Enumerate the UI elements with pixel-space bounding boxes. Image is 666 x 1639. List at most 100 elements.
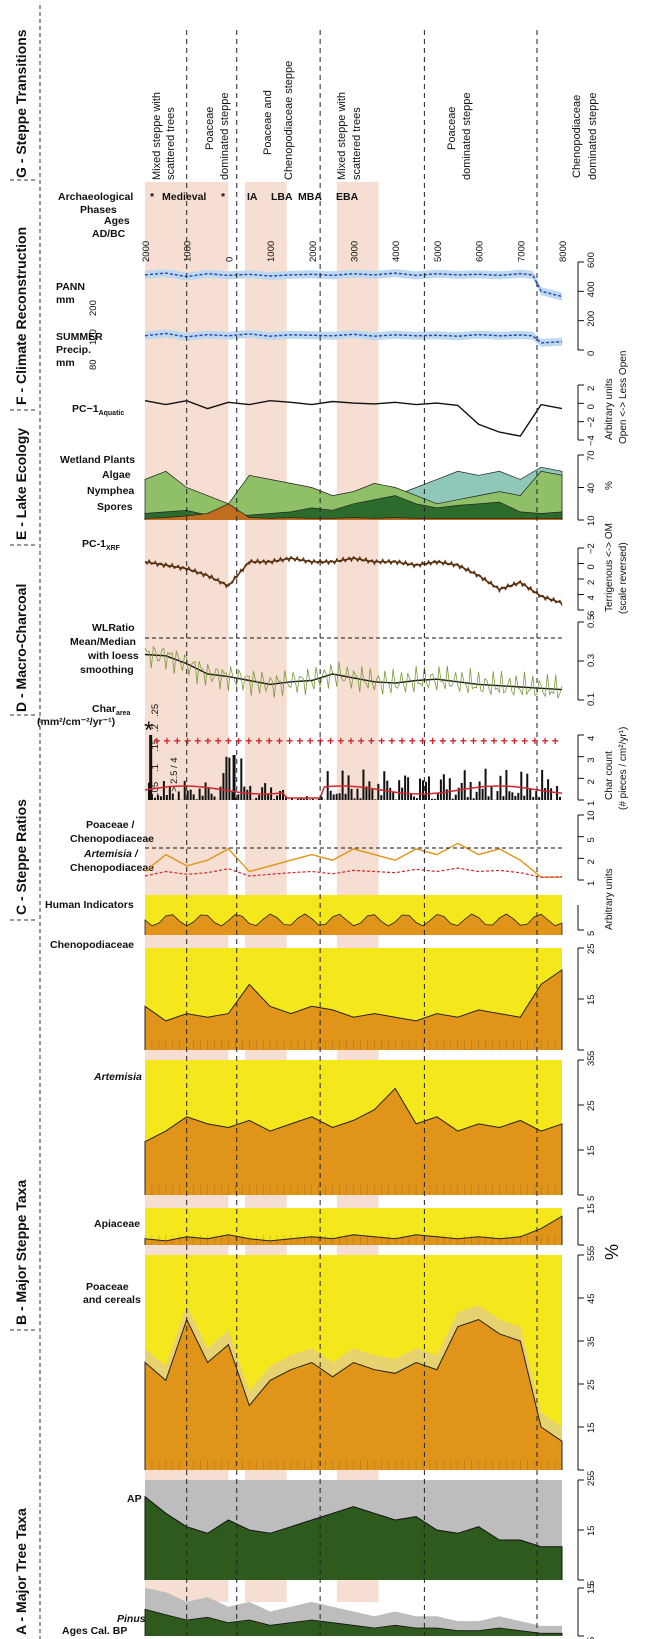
charcoal-bar [162, 781, 165, 800]
label-pc1-aquatic: PC−1Aquatic [72, 403, 124, 417]
charcoal-bar [442, 774, 445, 800]
charcoal-bar [165, 795, 168, 800]
charcoal-date-marker: + [347, 734, 354, 748]
phase-label: MBA [298, 191, 322, 203]
cheno-tick-label: 25 [586, 943, 597, 954]
charcoal-date-marker: + [235, 734, 242, 748]
charcoal-bar [344, 793, 347, 800]
ages-adbc-tick: 3000 [350, 241, 361, 262]
pinus-tick-label: 15 [586, 1583, 597, 1594]
charcoal-date-marker: + [450, 734, 457, 748]
label-wlratio-3: with loess [87, 650, 139, 662]
charcoal-bar [457, 787, 460, 800]
charcoal-bar [279, 791, 282, 800]
label-algae: Algae [102, 469, 131, 481]
ages-adbc-tick: 0 [224, 257, 235, 262]
charcoal-bar [517, 792, 520, 800]
charcoal-date-marker: + [327, 734, 334, 748]
wl-tick-label: 0.1 [586, 693, 597, 706]
charcoal-bar [276, 795, 279, 800]
charcoal-date-marker: + [368, 734, 375, 748]
charcount-unit-2: (# pieces / cm²/yr¹) [618, 727, 629, 810]
phase-label: Medieval [162, 191, 206, 203]
steppe-percent: % [602, 1244, 622, 1260]
label-summer-2: Precip. [56, 344, 91, 356]
charcoal-bar [535, 791, 538, 800]
climate-tick-label: 200 [586, 311, 597, 327]
label-ap: AP [127, 1493, 142, 1505]
charcoal-bar [228, 757, 231, 800]
charcoal-bar [374, 799, 377, 800]
charcoal-bar [427, 776, 430, 800]
label-char-area-unit: (mm²/cm⁻²/yr⁻¹) [37, 716, 115, 728]
poaceae-tick-label: 55 [586, 1250, 597, 1261]
char-area-tick: .25 [150, 704, 161, 717]
charcoal-bar [484, 768, 487, 800]
charcoal-bar [237, 794, 240, 800]
summer-tick: 80 [88, 359, 99, 370]
charcount-tick-label: 1 [586, 801, 597, 806]
charcoal-date-marker: + [399, 734, 406, 748]
charcoal-bar [413, 796, 416, 800]
charcoal-bar [463, 770, 466, 800]
charcoal-date-marker: + [531, 734, 538, 748]
charcoal-bar [404, 775, 407, 800]
charcoal-bar [436, 793, 439, 800]
charcoal-bar [332, 794, 335, 800]
charcoal-date-marker: + [153, 734, 160, 748]
label-summer-unit: mm [56, 357, 75, 369]
char-area-tick: .1 [150, 764, 161, 772]
charcoal-bar [478, 781, 481, 800]
charcoal-bar [347, 775, 350, 800]
lake-tick-label: 10 [586, 515, 597, 526]
panels: ++++++++++++++++++++++++++++++++++++++++ [144, 269, 563, 1636]
charcoal-bar [359, 798, 362, 800]
charcoal-bar [282, 789, 285, 800]
poaceae-tick-label: 35 [586, 1336, 597, 1347]
charcoal-bar [559, 796, 562, 800]
transition-3-line2: Chenopodiaceae steppe [283, 61, 295, 180]
charcoal-bar [481, 788, 484, 800]
label-summer-1: SUMMER [56, 331, 103, 343]
charcoal-bar [407, 777, 410, 800]
cheno-tick-label: 5 [586, 1051, 597, 1056]
label-pann-unit: mm [56, 294, 75, 306]
label-apiaceae: Apiaceae [94, 1218, 140, 1230]
char-asterisk: * [144, 717, 153, 744]
artemisia-tick-label: 25 [586, 1100, 597, 1111]
artemisia-tick-label: 35 [586, 1055, 597, 1066]
label-char-area: Chararea [92, 703, 130, 717]
transition-5-line2: dominated steppe [461, 93, 473, 180]
ages-adbc-title-1: Ages [104, 215, 130, 227]
charcoal-bar [389, 787, 392, 800]
climate-band-pann [145, 269, 562, 301]
lake-tick-label: 70 [586, 450, 597, 461]
charcoal-bar [505, 769, 508, 800]
charcoal-bar [240, 758, 243, 800]
charcoal-bar [451, 798, 454, 800]
ratio-tick-label: 1 [586, 881, 597, 886]
charcoal-date-marker: + [164, 734, 171, 748]
charcoal-bar [433, 798, 436, 800]
charcoal-bar [392, 792, 395, 800]
label-wetland: Wetland Plants [60, 454, 135, 466]
charcoal-date-marker: + [204, 734, 211, 748]
charcoal-bar [487, 796, 490, 800]
phase-label: * [150, 191, 155, 203]
charcoal-bar [149, 735, 153, 800]
xrf-unit-1: Terrigenous <-> OM [604, 523, 615, 612]
charcoal-date-marker: + [276, 734, 283, 748]
charcoal-date-marker: + [225, 734, 232, 748]
charcoal-bar [207, 787, 210, 800]
charcoal-bar [326, 771, 329, 800]
label-human: Human Indicators [45, 899, 134, 911]
charcoal-bar [416, 798, 419, 800]
wlratio-raw-line [144, 645, 563, 699]
charcoal-date-marker: + [439, 734, 446, 748]
charcoal-bar [335, 793, 338, 800]
poaceae-tick-label: 5 [586, 1471, 597, 1476]
climate-band-summer-precip- [145, 329, 562, 347]
charcoal-bar [168, 785, 171, 800]
charcoal-bar [302, 798, 305, 800]
